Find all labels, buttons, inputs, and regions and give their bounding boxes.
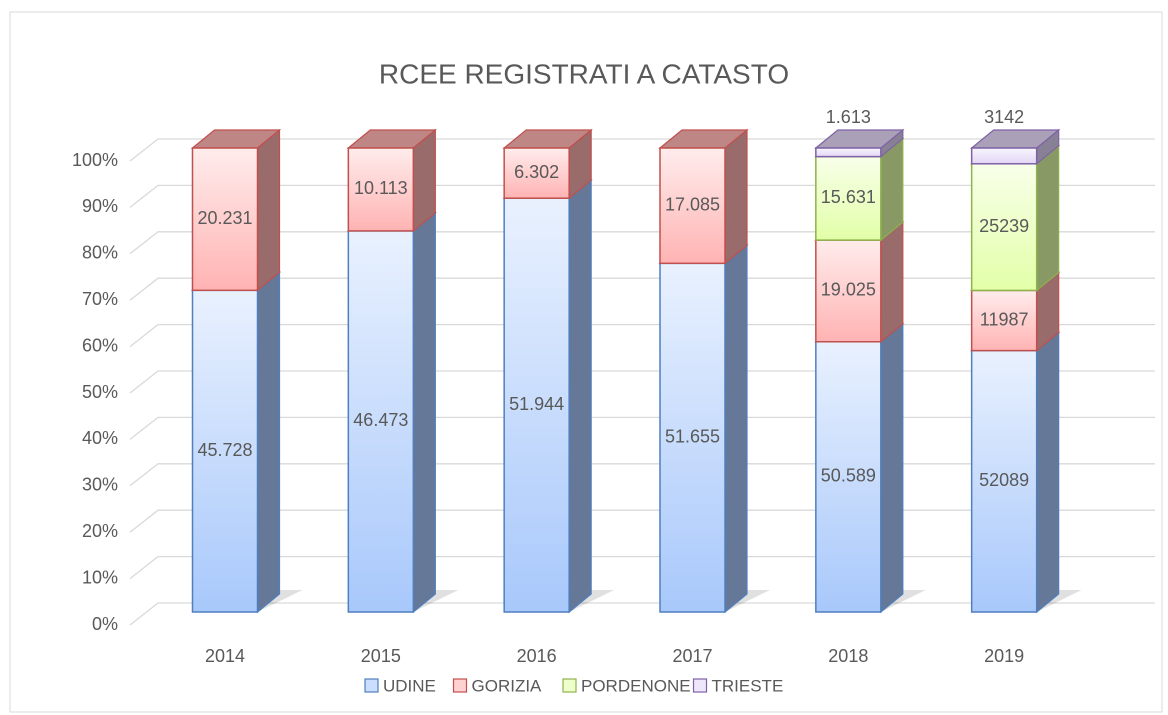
- legend-label: TRIESTE: [712, 676, 784, 695]
- grid-line: [129, 138, 1155, 162]
- bar-front: [347, 230, 415, 613]
- data-label: 25239: [979, 216, 1029, 236]
- bar-front: [659, 147, 726, 265]
- x-tick-label: 2014: [205, 646, 245, 666]
- bar-side: [1036, 331, 1060, 614]
- bar-side: [724, 244, 748, 614]
- data-label: 17.085: [665, 194, 720, 214]
- legend-swatch: [562, 678, 577, 693]
- bar-side: [724, 128, 748, 265]
- bar-segment: [969, 128, 1061, 166]
- data-label: 51.655: [665, 426, 720, 446]
- bar-side: [568, 178, 592, 614]
- y-tick-label: 80%: [82, 243, 118, 263]
- data-label: 1.613: [826, 107, 871, 127]
- data-label: 10.113: [354, 178, 408, 198]
- bar-side: [880, 220, 904, 344]
- legend-swatch: [364, 678, 379, 693]
- bar-side: [256, 271, 281, 614]
- data-label: 19.025: [821, 280, 876, 300]
- data-label: 51.944: [509, 394, 564, 414]
- y-tick-label: 0%: [92, 614, 118, 634]
- bar-front: [503, 147, 570, 199]
- legend-label: PORDENONE: [581, 676, 691, 695]
- bar-segment: [190, 128, 282, 292]
- bar-side: [880, 322, 904, 614]
- bar-front: [659, 262, 726, 613]
- bar-front: [191, 289, 259, 613]
- data-label: 45.728: [197, 440, 252, 460]
- data-label: 46.473: [353, 410, 408, 430]
- legend-label: GORIZIA: [472, 676, 543, 695]
- data-label: 15.631: [821, 187, 876, 207]
- legend-swatch: [452, 678, 468, 693]
- y-tick-label: 70%: [82, 289, 118, 309]
- y-tick-label: 20%: [82, 521, 118, 541]
- y-tick-label: 60%: [82, 335, 118, 355]
- bar-segment: [502, 128, 593, 200]
- bar-front: [815, 147, 882, 158]
- bar-front: [970, 349, 1038, 613]
- bar-segment: [346, 128, 438, 233]
- y-tick-label: 100%: [72, 150, 118, 170]
- bar-front: [503, 197, 570, 613]
- chart-title: RCEE REGISTRATI A CATASTO: [379, 58, 789, 89]
- data-label: 50.589: [821, 466, 876, 486]
- bar-front: [815, 341, 882, 613]
- bar-segment: [658, 128, 749, 265]
- x-tick-label: 2019: [984, 646, 1024, 666]
- bar-segment: [190, 271, 282, 614]
- legend-label: UDINE: [383, 676, 436, 695]
- data-label: 6.302: [514, 162, 559, 182]
- bar-side: [1036, 144, 1060, 292]
- bar-segment: [969, 331, 1061, 614]
- x-tick-label: 2016: [517, 646, 557, 666]
- data-label: 20.231: [197, 208, 252, 228]
- bar-segment: [814, 128, 905, 158]
- bar-front: [970, 147, 1038, 165]
- data-label: 52089: [979, 470, 1029, 490]
- y-tick-label: 10%: [82, 567, 118, 587]
- bar-front: [815, 239, 882, 343]
- y-tick-label: 90%: [82, 196, 118, 216]
- legend-swatch: [692, 678, 708, 693]
- bar-side: [412, 211, 436, 614]
- bar-front: [347, 147, 415, 232]
- y-tick-label: 40%: [82, 428, 118, 448]
- x-tick-label: 2018: [828, 646, 868, 666]
- y-tick-label: 30%: [82, 475, 118, 495]
- y-tick-label: 50%: [82, 382, 118, 402]
- data-label: 11987: [980, 309, 1029, 329]
- bar-front: [970, 289, 1038, 352]
- x-tick-label: 2015: [361, 646, 401, 666]
- x-tick-label: 2017: [672, 646, 712, 666]
- bar-front: [815, 155, 882, 241]
- bar-front: [191, 147, 259, 292]
- bar-side: [256, 128, 281, 292]
- data-label: 3142: [984, 107, 1024, 127]
